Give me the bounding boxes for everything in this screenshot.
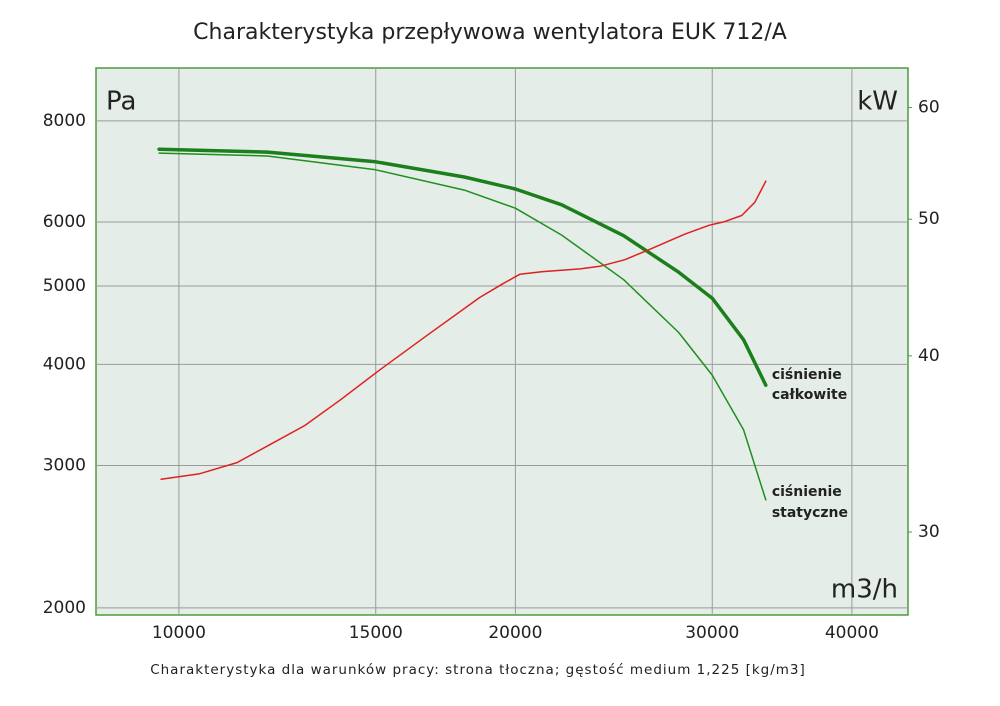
- x-axis-unit: m3/h: [831, 575, 898, 605]
- footnote: Charakterystyka dla warunków pracy: stro…: [150, 662, 806, 678]
- curve: [160, 180, 767, 481]
- y2-tick-label: 60: [918, 98, 940, 118]
- x-tick-label: 30000: [685, 623, 739, 643]
- y-tick-label: 4000: [43, 354, 86, 374]
- x-tick-label: 20000: [488, 623, 542, 643]
- curve: [158, 152, 767, 501]
- chart-title: Charakterystyka przepływowa wentylatora …: [193, 20, 787, 45]
- x-tick-label: 10000: [152, 623, 206, 643]
- y2-tick-label: 50: [918, 209, 940, 229]
- grid: [96, 68, 908, 615]
- y-tick-label: 5000: [43, 276, 86, 296]
- curve-label: ciśnienie: [772, 484, 842, 500]
- y2-tick-label: 30: [918, 522, 940, 542]
- y2-tick-label: 40: [918, 346, 940, 366]
- y-tick-label: 6000: [43, 212, 86, 232]
- plot-area: [95, 67, 909, 616]
- x-tick-label: 40000: [825, 623, 879, 643]
- y-tick-label: 2000: [43, 598, 86, 618]
- curve: [157, 147, 768, 387]
- y-axis-unit: Pa: [106, 87, 136, 117]
- x-tick-label: 15000: [349, 623, 403, 643]
- curve-label: statyczne: [772, 505, 848, 521]
- y-tick-label: 8000: [43, 111, 86, 131]
- curve-label: całkowite: [772, 387, 847, 403]
- curves: [157, 147, 768, 501]
- y-tick-label: 3000: [43, 455, 86, 475]
- y2-axis-unit: kW: [857, 87, 898, 117]
- curve-label: ciśnienie: [772, 367, 842, 383]
